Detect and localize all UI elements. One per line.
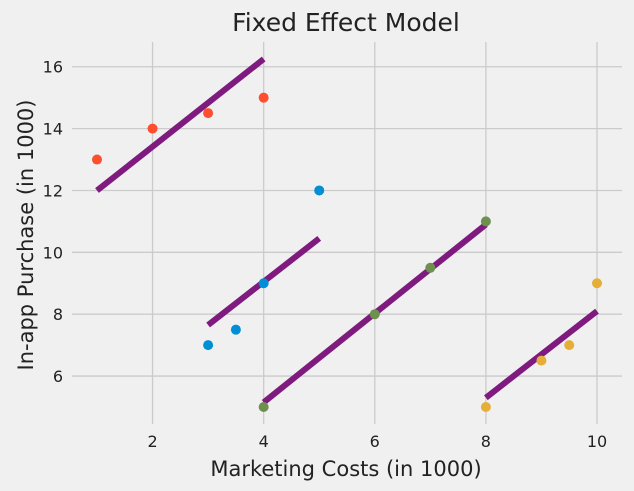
x-axis-label: Marketing Costs (in 1000) (210, 457, 481, 481)
y-tick-label: 8 (53, 305, 63, 324)
data-point (203, 108, 214, 119)
data-point (480, 401, 491, 412)
data-point (258, 278, 269, 289)
data-point (203, 340, 214, 351)
data-point (314, 185, 325, 196)
fit-line (484, 308, 599, 401)
data-point (425, 262, 436, 273)
data-point (369, 309, 380, 320)
fit-lines (95, 56, 599, 405)
data-points (92, 92, 602, 412)
grid (72, 42, 622, 424)
x-tick-label: 10 (587, 432, 607, 451)
y-tick-label: 14 (43, 120, 63, 139)
y-tick-label: 6 (53, 367, 63, 386)
data-point (230, 324, 241, 335)
x-tick-label: 6 (370, 432, 380, 451)
fit-line (95, 56, 266, 193)
x-tick-label: 2 (147, 432, 157, 451)
y-axis-label: In-app Purchase (in 1000) (14, 100, 38, 371)
y-tick-label: 12 (43, 181, 63, 200)
data-point (258, 92, 269, 103)
y-tick-label: 10 (43, 243, 63, 262)
data-point (592, 278, 602, 289)
data-point (480, 216, 491, 227)
tick-labels: 2 4 6 8 10 6 8 10 12 14 16 (43, 58, 608, 451)
data-point (147, 123, 158, 134)
data-point (564, 340, 575, 351)
y-tick-label: 16 (43, 58, 63, 77)
chart-title: Fixed Effect Model (232, 8, 460, 37)
x-tick-label: 4 (259, 432, 269, 451)
data-point (536, 355, 547, 366)
data-point (258, 401, 269, 412)
x-tick-label: 8 (481, 432, 491, 451)
data-point (92, 154, 102, 165)
